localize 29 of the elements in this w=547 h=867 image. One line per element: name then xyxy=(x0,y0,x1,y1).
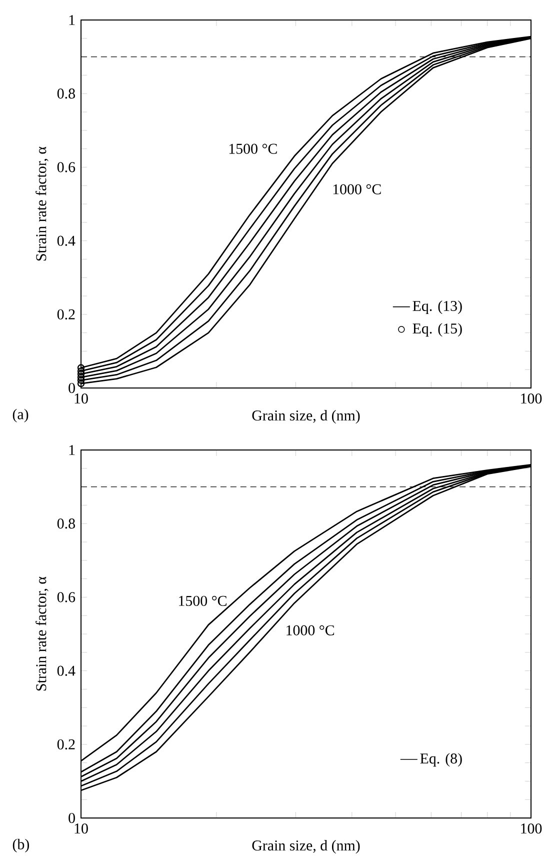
x-axis-title: Grain size, d (nm) xyxy=(252,410,360,424)
y-tick-label: 1 xyxy=(69,15,75,25)
legend-label: Eq. (8) xyxy=(420,753,462,767)
legend-label: Eq. (15) xyxy=(412,323,462,337)
y-tick-label: 0.2 xyxy=(57,309,75,320)
annotation: 1000 °C xyxy=(286,625,334,636)
text: (b) xyxy=(12,838,29,852)
y-tick-label: 0.8 xyxy=(57,518,75,529)
y-tick-label: 0.6 xyxy=(57,592,75,602)
y-tick-label: 0.4 xyxy=(57,666,76,676)
annotation: 1500 °C xyxy=(229,144,277,154)
x-tick-label: 10 xyxy=(74,393,88,404)
x-tick-label: 10 xyxy=(74,823,88,834)
x-tick-label: 100 xyxy=(521,393,542,404)
legend-label: Eq. (13) xyxy=(412,300,462,314)
text: (a) xyxy=(12,408,28,422)
x-tick-label: 100 xyxy=(521,823,542,834)
y-tick-label: 0.2 xyxy=(57,739,75,750)
annotation: 1000 °C xyxy=(333,184,381,194)
y-tick-label: 0 xyxy=(68,812,75,824)
y-axis-title: Strain rate factor, α xyxy=(35,146,48,261)
y-axis-title: Strain rate factor, α xyxy=(35,576,48,691)
y-tick-label: 0.8 xyxy=(57,88,75,99)
x-axis-title: Grain size, d (nm) xyxy=(252,840,360,854)
annotation: 1500 °C xyxy=(178,596,226,606)
y-tick-label: 0.6 xyxy=(57,162,75,172)
y-tick-label: 0 xyxy=(68,382,75,394)
y-tick-label: 0.4 xyxy=(57,236,76,246)
y-tick-label: 1 xyxy=(69,445,75,455)
